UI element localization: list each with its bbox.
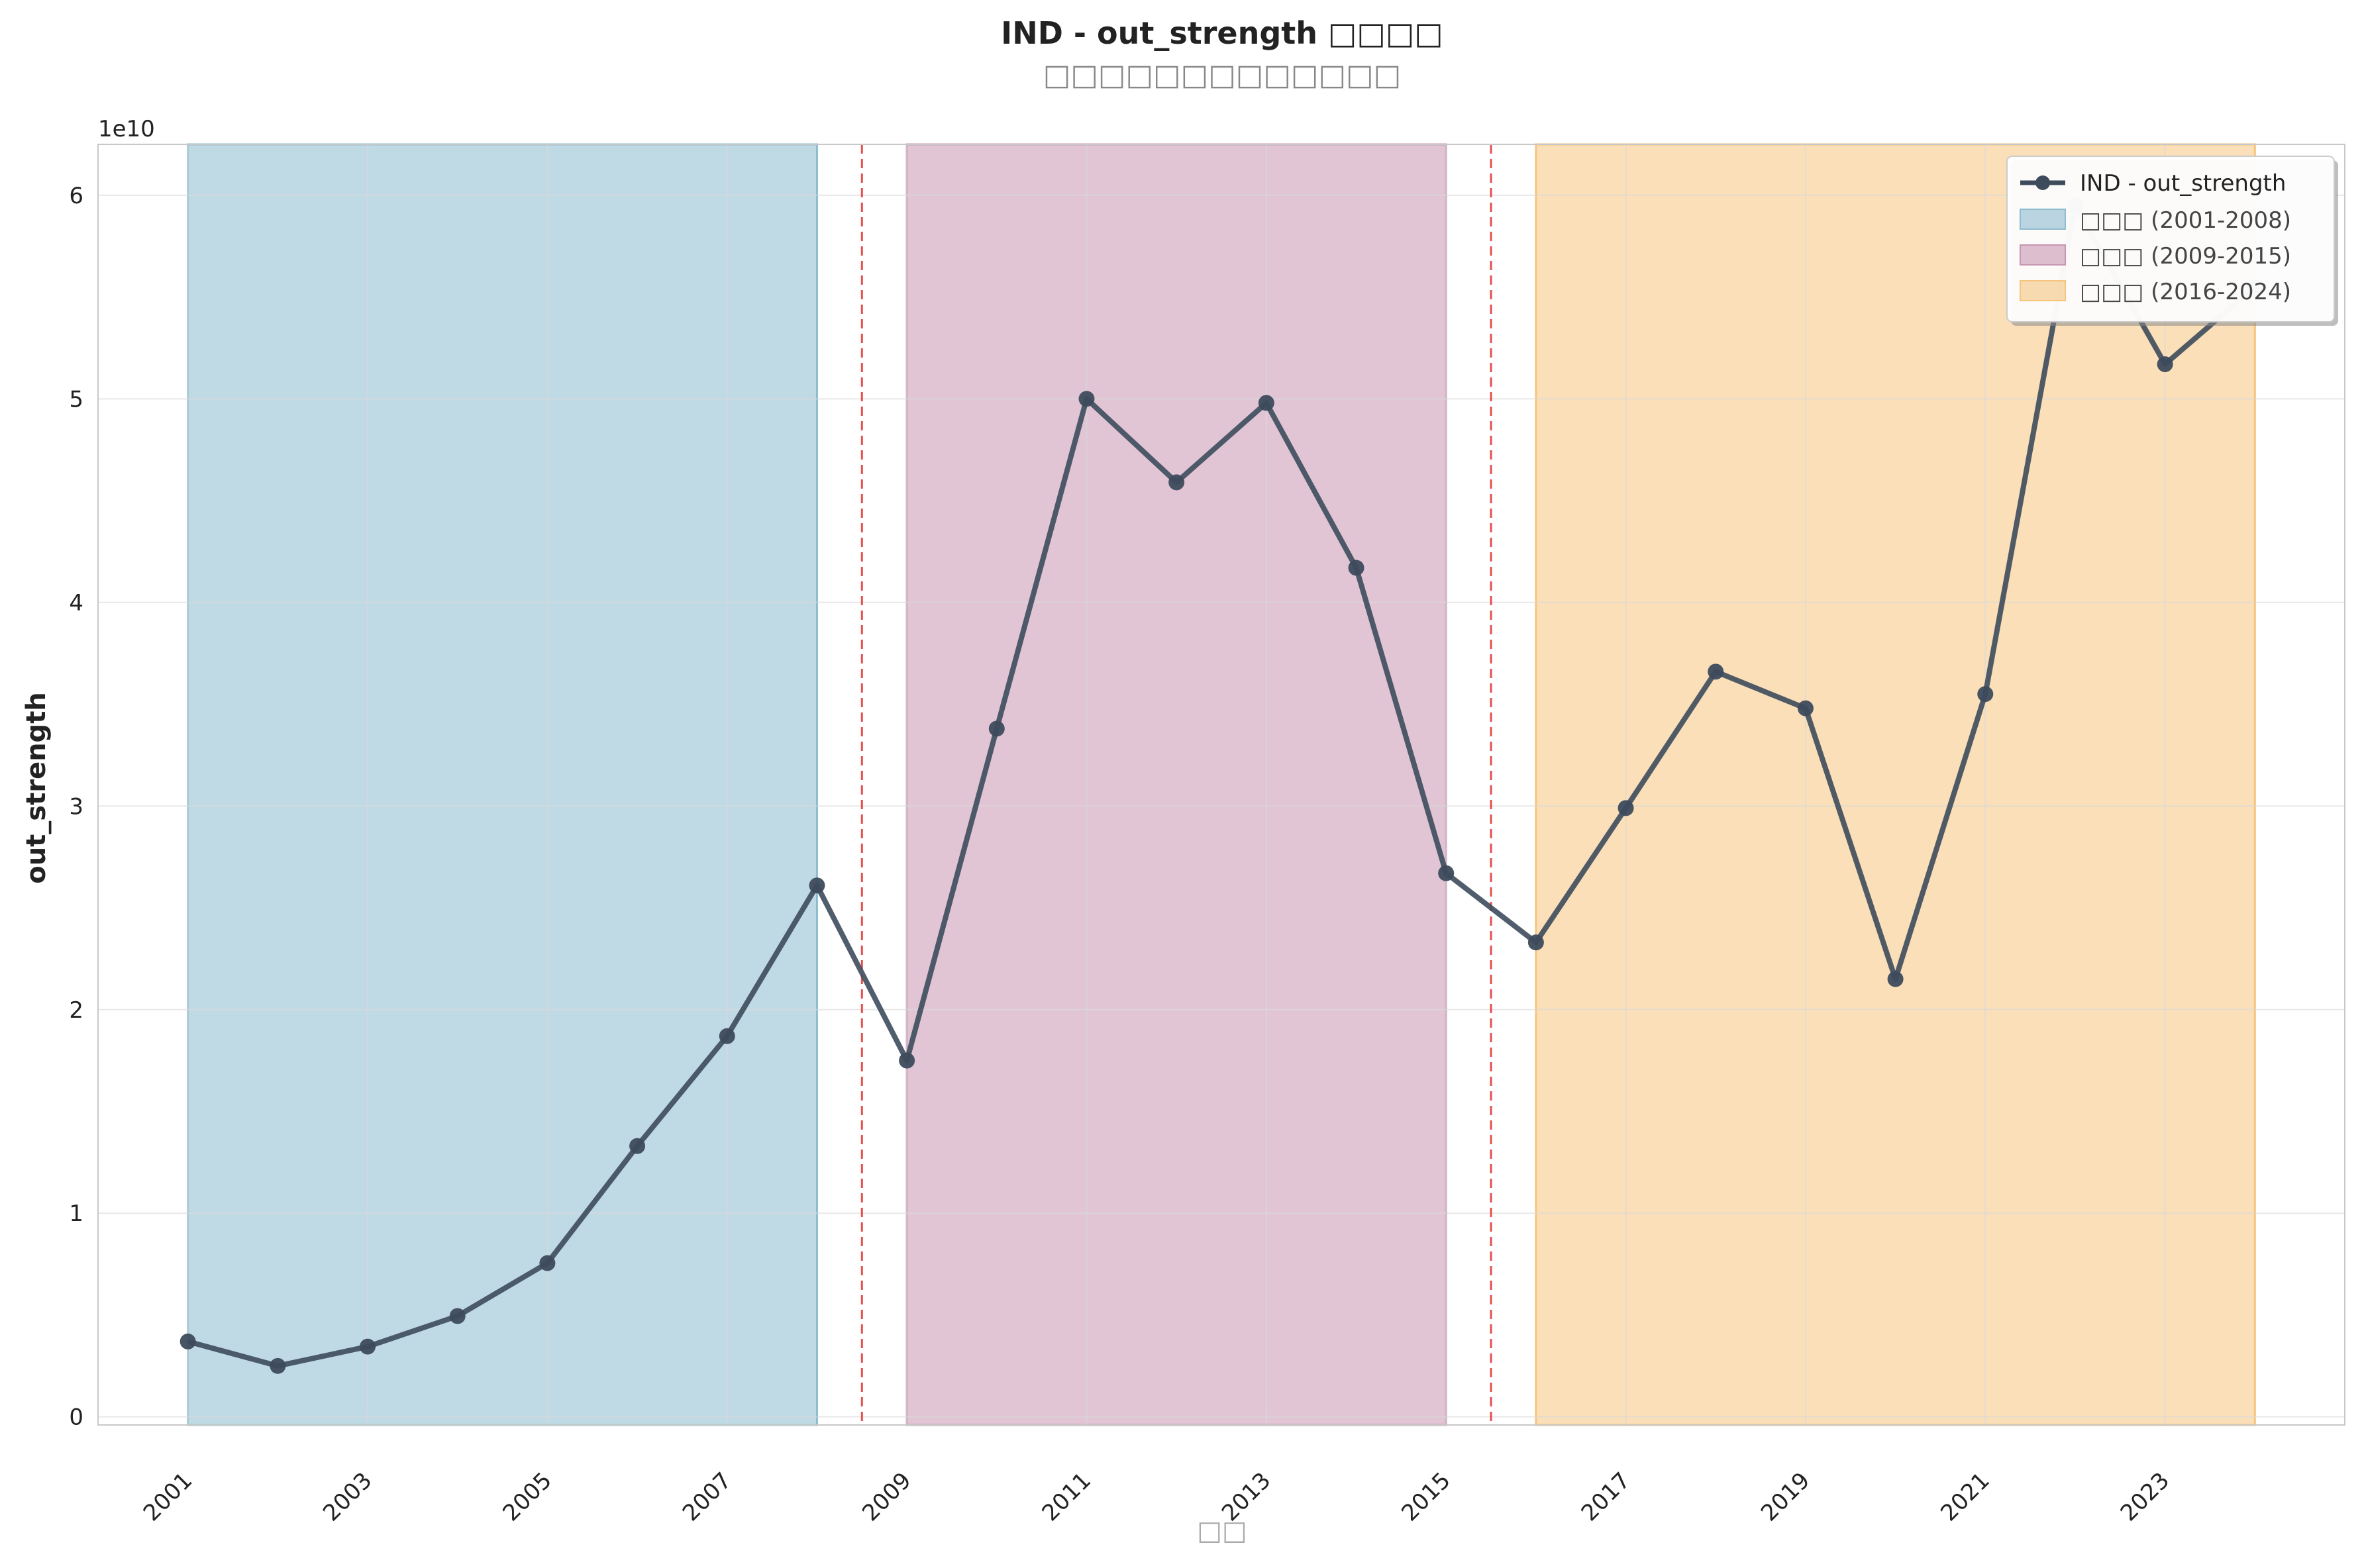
data-point — [1438, 865, 1455, 881]
data-point — [988, 720, 1005, 737]
x-tick-label: 2019 — [1756, 1467, 1815, 1526]
legend-period-swatch — [2020, 209, 2066, 230]
data-point — [899, 1052, 915, 1069]
legend-period-swatch — [2020, 244, 2066, 266]
legend-box — [2006, 156, 2335, 322]
data-point — [180, 1333, 196, 1349]
data-point — [360, 1338, 376, 1355]
data-point — [1527, 934, 1544, 951]
data-point — [1168, 474, 1185, 491]
data-point — [1258, 395, 1274, 411]
y-tick-label: 3 — [69, 793, 83, 820]
data-point — [809, 877, 825, 894]
y-tick-label: 4 — [69, 590, 83, 616]
x-axis-label: □□ — [1197, 1516, 1247, 1546]
y-tick-label: 1 — [69, 1200, 83, 1227]
x-tick-label: 2009 — [857, 1467, 916, 1526]
data-point — [270, 1357, 286, 1374]
period-band-3 — [1535, 143, 2256, 1426]
x-tick-label: 2015 — [1396, 1467, 1455, 1526]
period-band-1 — [187, 143, 818, 1426]
x-tick-label: 2003 — [318, 1467, 377, 1526]
series-line — [187, 203, 2257, 1369]
data-point — [1708, 663, 1724, 680]
x-tick-label: 2005 — [497, 1467, 556, 1526]
x-tick-label: 2017 — [1576, 1467, 1635, 1526]
y-tick-label: 6 — [69, 183, 83, 209]
legend-marker-swatch — [2035, 175, 2050, 190]
y-tick-label: 0 — [69, 1404, 83, 1431]
y-axis-label: out_strength — [21, 692, 52, 884]
x-tick-label: 2011 — [1037, 1467, 1096, 1526]
data-point — [1618, 800, 1634, 816]
plot-frame — [97, 144, 2345, 1426]
x-tick-label: 2001 — [138, 1467, 197, 1526]
data-point — [2157, 356, 2173, 373]
data-point — [1887, 971, 1904, 987]
legend-period-swatch — [2020, 280, 2066, 301]
legend-label: □□□ (2009-2015) — [2080, 243, 2291, 270]
data-point — [539, 1255, 556, 1271]
data-point — [449, 1308, 466, 1324]
y-tick-label: 2 — [69, 997, 83, 1024]
y-offset-label: 1e10 — [98, 116, 155, 142]
x-tick-label: 2023 — [2116, 1467, 2175, 1526]
chart-subtitle: □□□□□□□□□□□□□ — [1043, 58, 1401, 92]
period-band-2 — [905, 143, 1447, 1426]
data-point — [629, 1138, 646, 1154]
legend-label: □□□ (2001-2008) — [2080, 207, 2291, 234]
data-point — [1797, 700, 1814, 716]
data-point — [1977, 686, 1994, 703]
plot-area — [97, 143, 2345, 1426]
data-point — [1348, 560, 1364, 576]
legend: IND - out_strength □□□ (2001-2008) □□□ (20… — [2006, 156, 2338, 326]
x-tick-label: 2021 — [1935, 1467, 1994, 1526]
legend-label: IND - out_strength — [2080, 170, 2286, 197]
x-tick-label: 2007 — [678, 1467, 737, 1526]
data-point — [1078, 391, 1095, 407]
legend-label: □□□ (2016-2024) — [2080, 279, 2291, 305]
data-point — [719, 1028, 735, 1044]
y-tick-label: 5 — [69, 386, 83, 413]
chart-title: IND - out_strength □□□□ — [1001, 15, 1443, 51]
